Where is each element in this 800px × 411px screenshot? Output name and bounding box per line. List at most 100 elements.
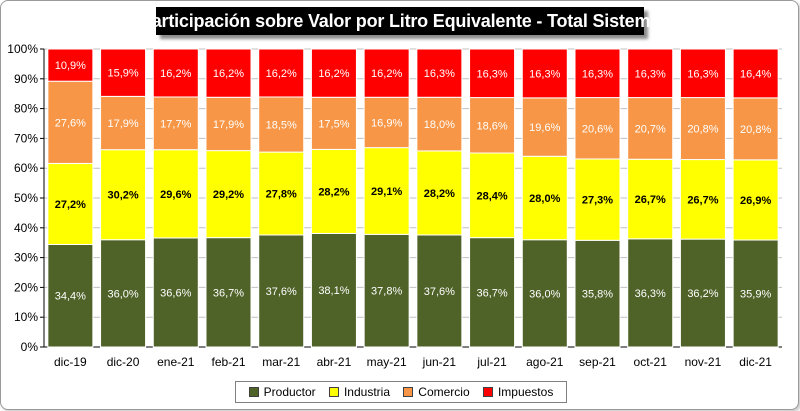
- data-label-impuestos: 16,2%: [266, 68, 297, 80]
- bar-productor: [205, 237, 252, 348]
- y-tick-label: 70%: [14, 131, 38, 145]
- bar-productor: [521, 239, 568, 348]
- legend-item-productor: Productor: [248, 385, 316, 399]
- bar-industria: [521, 155, 568, 241]
- legend-label-productor: Productor: [263, 385, 316, 399]
- bar-impuestos: [732, 48, 779, 99]
- legend-swatch-comercio: [403, 387, 414, 397]
- data-label-productor: 35,9%: [740, 289, 771, 301]
- bar-industria: [574, 158, 621, 241]
- y-tick-label: 40%: [14, 221, 38, 235]
- data-label-productor: 37,8%: [371, 286, 402, 298]
- data-label-industria: 26,9%: [740, 195, 771, 207]
- bar-productor: [100, 239, 147, 348]
- data-label-productor: 37,6%: [266, 286, 297, 298]
- bar-comercio: [152, 96, 199, 151]
- data-label-industria: 29,2%: [213, 189, 244, 201]
- data-label-impuestos: 16,2%: [371, 68, 402, 80]
- data-label-productor: 35,8%: [582, 289, 613, 301]
- data-label-impuestos: 16,3%: [529, 68, 560, 80]
- x-tick-label: dic-21: [739, 355, 772, 369]
- bar-productor: [627, 238, 674, 348]
- bar-impuestos: [627, 48, 674, 99]
- bar-industria: [205, 150, 252, 239]
- bar-industria: [679, 159, 726, 240]
- data-label-industria: 27,3%: [582, 195, 613, 207]
- bar-comercio: [310, 96, 357, 150]
- data-label-industria: 26,7%: [635, 194, 666, 206]
- data-label-impuestos: 16,3%: [687, 68, 718, 80]
- bar-industria: [627, 158, 674, 240]
- bar-impuestos: [258, 48, 305, 98]
- bar-industria: [100, 149, 147, 241]
- data-label-impuestos: 16,2%: [160, 68, 191, 80]
- data-label-industria: 28,2%: [424, 188, 455, 200]
- data-label-productor: 38,1%: [318, 285, 349, 297]
- y-tick-label: 0%: [21, 340, 39, 354]
- bar-industria: [310, 148, 357, 234]
- data-label-impuestos: 16,2%: [318, 68, 349, 80]
- data-label-impuestos: 16,4%: [740, 68, 771, 80]
- bar-industria: [258, 151, 305, 236]
- bar-productor: [416, 234, 463, 348]
- bar-productor: [152, 237, 199, 348]
- x-tick-label: oct-21: [634, 355, 668, 369]
- data-label-comercio: 20,8%: [687, 124, 718, 136]
- data-label-industria: 27,2%: [55, 199, 86, 211]
- y-tick-label: 90%: [14, 72, 38, 86]
- bar-comercio: [732, 97, 779, 161]
- bar-productor: [258, 234, 305, 348]
- bar-comercio: [521, 97, 568, 157]
- data-label-industria: 27,8%: [266, 189, 297, 201]
- bar-comercio: [574, 97, 621, 160]
- data-label-comercio: 20,7%: [635, 123, 666, 135]
- bar-impuestos: [416, 48, 463, 98]
- bar-impuestos: [205, 48, 252, 98]
- legend-item-industria: Industria: [328, 385, 390, 399]
- data-label-comercio: 16,9%: [371, 117, 402, 129]
- bar-impuestos: [469, 48, 516, 99]
- legend-label-industria: Industria: [343, 385, 390, 399]
- chart-legend: Productor Industria Comercio Impuestos: [235, 381, 567, 403]
- bar-comercio: [47, 80, 94, 164]
- data-label-comercio: 17,7%: [160, 118, 191, 130]
- data-label-industria: 28,0%: [529, 193, 560, 205]
- legend-label-comercio: Comercio: [418, 385, 470, 399]
- data-label-industria: 26,7%: [687, 194, 718, 206]
- data-label-productor: 36,6%: [160, 287, 191, 299]
- y-tick-label: 60%: [14, 161, 38, 175]
- data-label-comercio: 20,6%: [582, 123, 613, 135]
- data-label-productor: 36,0%: [529, 288, 560, 300]
- bar-productor: [47, 243, 94, 348]
- data-label-comercio: 18,6%: [476, 120, 507, 132]
- bar-industria: [732, 159, 779, 241]
- x-tick-label: nov-21: [685, 355, 722, 369]
- data-label-comercio: 17,9%: [213, 119, 244, 131]
- x-tick-label: ago-21: [526, 355, 564, 369]
- bar-impuestos: [679, 48, 726, 99]
- bar-comercio: [205, 96, 252, 152]
- y-tick-label: 100%: [7, 42, 38, 56]
- x-tick-label: dic-19: [54, 355, 87, 369]
- data-label-productor: 37,6%: [424, 286, 455, 298]
- data-label-industria: 30,2%: [107, 190, 138, 202]
- x-tick-label: jul-21: [476, 355, 507, 369]
- bar-productor: [574, 239, 621, 348]
- data-label-impuestos: 16,3%: [476, 68, 507, 80]
- data-label-impuestos: 16,2%: [213, 68, 244, 80]
- data-label-impuestos: 16,3%: [635, 68, 666, 80]
- data-label-industria: 29,1%: [371, 186, 402, 198]
- bar-productor: [679, 238, 726, 348]
- x-tick-label: ene-21: [157, 355, 195, 369]
- data-label-productor: 36,7%: [476, 287, 507, 299]
- data-label-impuestos: 10,9%: [55, 60, 86, 72]
- x-tick-label: jun-21: [422, 355, 457, 369]
- data-label-productor: 36,2%: [687, 288, 718, 300]
- legend-swatch-impuestos: [482, 387, 493, 397]
- legend-swatch-productor: [248, 387, 259, 397]
- data-label-impuestos: 16,3%: [424, 68, 455, 80]
- chart-title-box: Participación sobre Valor por Litro Equi…: [140, 7, 660, 35]
- data-label-industria: 28,4%: [476, 190, 507, 202]
- legend-item-impuestos: Impuestos: [482, 385, 553, 399]
